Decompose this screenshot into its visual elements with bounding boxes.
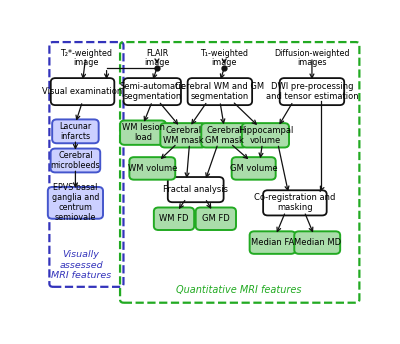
Text: WM FD: WM FD	[159, 214, 189, 223]
FancyBboxPatch shape	[168, 177, 224, 202]
Text: Median FA: Median FA	[251, 238, 294, 247]
FancyBboxPatch shape	[51, 149, 100, 172]
Text: Cerebral
GM mask: Cerebral GM mask	[205, 126, 244, 145]
FancyBboxPatch shape	[124, 78, 181, 105]
FancyBboxPatch shape	[160, 123, 206, 148]
Text: Cerebral
microbleeds: Cerebral microbleeds	[51, 151, 100, 170]
Text: Co-registration and
masking: Co-registration and masking	[254, 193, 336, 212]
Text: FLAIR
image: FLAIR image	[144, 49, 170, 67]
Text: T₁-weighted
image: T₁-weighted image	[200, 49, 248, 67]
FancyBboxPatch shape	[154, 207, 194, 230]
FancyBboxPatch shape	[250, 231, 296, 254]
Text: GM volume: GM volume	[230, 164, 278, 173]
FancyBboxPatch shape	[280, 78, 344, 105]
Text: Semi-automatic
segmentation: Semi-automatic segmentation	[119, 82, 186, 101]
Text: Diffusion-weighted
images: Diffusion-weighted images	[274, 49, 350, 67]
FancyBboxPatch shape	[294, 231, 340, 254]
FancyBboxPatch shape	[201, 123, 247, 148]
FancyBboxPatch shape	[129, 157, 175, 180]
Text: WM lesion
load: WM lesion load	[122, 123, 164, 142]
Text: WM volume: WM volume	[128, 164, 177, 173]
Text: Quantitative MRI features: Quantitative MRI features	[176, 285, 302, 295]
FancyBboxPatch shape	[232, 157, 276, 180]
Text: Cerebral WM and GM
segmentation: Cerebral WM and GM segmentation	[175, 82, 264, 101]
FancyBboxPatch shape	[263, 190, 327, 215]
Text: Visual examination: Visual examination	[42, 87, 123, 96]
FancyBboxPatch shape	[196, 207, 236, 230]
FancyBboxPatch shape	[48, 187, 103, 219]
FancyBboxPatch shape	[120, 120, 166, 145]
Text: GM FD: GM FD	[202, 214, 230, 223]
FancyBboxPatch shape	[51, 78, 114, 105]
Text: Hippocampal
volume: Hippocampal volume	[238, 126, 293, 145]
Text: EPVS basal
ganglia and
centrum
semiovale: EPVS basal ganglia and centrum semiovale	[52, 183, 99, 223]
Text: Lacunar
infarcts: Lacunar infarcts	[59, 122, 92, 141]
Text: T₂*-weighted
image: T₂*-weighted image	[60, 49, 112, 67]
Text: Median MD: Median MD	[294, 238, 341, 247]
Text: DWI pre-processing
and tensor estimation: DWI pre-processing and tensor estimation	[266, 82, 358, 101]
Text: Fractal analysis: Fractal analysis	[163, 185, 228, 194]
FancyBboxPatch shape	[52, 119, 99, 143]
Text: Cerebral
WM mask: Cerebral WM mask	[163, 126, 204, 145]
Text: Visually
assessed
MRI features: Visually assessed MRI features	[51, 250, 111, 280]
FancyBboxPatch shape	[242, 123, 289, 148]
FancyBboxPatch shape	[188, 78, 252, 105]
